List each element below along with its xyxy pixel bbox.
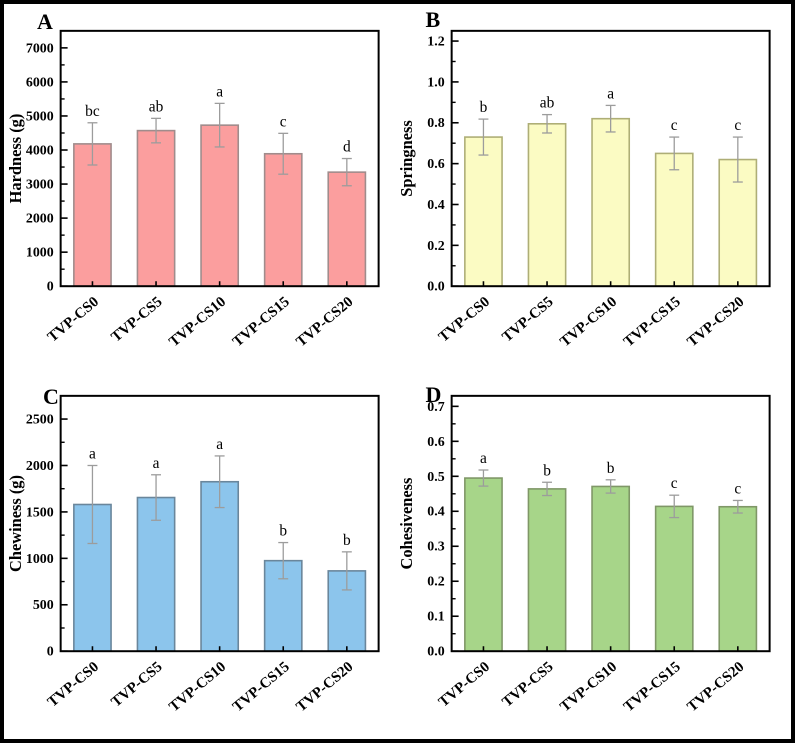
panel-b: B b TVP-CS0 ab TVP-CS5 a TVP-CS10 c TVP-CS15 c TV… [398, 7, 789, 372]
panel-d-letter: D [425, 381, 442, 407]
svg-text:TVP-CS15: TVP-CS15 [620, 659, 683, 715]
svg-text:ab: ab [539, 95, 554, 112]
svg-text:TVP-CS10: TVP-CS10 [557, 659, 620, 715]
svg-text:TVP-CS15: TVP-CS15 [230, 659, 293, 715]
svg-text:b: b [479, 99, 487, 116]
svg-text:TVP-CS20: TVP-CS20 [684, 294, 747, 350]
panel-a-chart: bc TVP-CS0 ab TVP-CS5 a TVP-CS10 c TVP-CS15 d TVP… [7, 29, 380, 350]
svg-text:b: b [343, 532, 351, 549]
svg-text:2000: 2000 [26, 459, 54, 474]
svg-text:0.4: 0.4 [427, 198, 444, 213]
svg-text:c: c [670, 117, 677, 134]
svg-text:0: 0 [47, 644, 54, 659]
svg-text:TVP-CS10: TVP-CS10 [166, 659, 229, 715]
svg-text:3000: 3000 [26, 178, 54, 193]
svg-text:a: a [216, 436, 223, 453]
svg-text:TVP-CS5: TVP-CS5 [499, 294, 556, 346]
svg-text:1000: 1000 [26, 246, 54, 261]
svg-text:TVP-CS10: TVP-CS10 [166, 294, 229, 350]
svg-text:7000: 7000 [26, 41, 54, 56]
panel-grid: A bc TVP-CS0 ab TVP-CS5 a TVP-CS10 c TVP-CS15 d T… [7, 7, 788, 736]
svg-text:Chewiness (g): Chewiness (g) [7, 475, 25, 572]
svg-text:0.6: 0.6 [427, 157, 444, 172]
svg-text:TVP-CS0: TVP-CS0 [435, 294, 492, 346]
svg-text:0.2: 0.2 [427, 239, 444, 254]
svg-text:TVP-CS20: TVP-CS20 [684, 659, 747, 715]
svg-text:d: d [343, 139, 351, 156]
panel-a: A bc TVP-CS0 ab TVP-CS5 a TVP-CS10 c TVP-CS15 d T… [7, 7, 398, 372]
svg-text:0.6: 0.6 [427, 434, 444, 449]
svg-text:0.0: 0.0 [427, 280, 444, 295]
svg-text:TVP-CS5: TVP-CS5 [108, 294, 165, 346]
svg-text:ab: ab [149, 98, 164, 115]
svg-text:c: c [280, 113, 287, 130]
svg-text:TVP-CS0: TVP-CS0 [435, 659, 492, 711]
svg-text:2500: 2500 [26, 412, 54, 427]
svg-text:a: a [89, 445, 96, 462]
svg-text:a: a [216, 83, 223, 100]
svg-text:a: a [153, 454, 160, 471]
svg-text:0.3: 0.3 [427, 539, 444, 554]
svg-text:0.0: 0.0 [427, 644, 444, 659]
svg-text:Cohesiveness: Cohesiveness [398, 477, 416, 569]
svg-text:1.2: 1.2 [427, 35, 444, 50]
svg-text:TVP-CS5: TVP-CS5 [108, 659, 165, 711]
svg-text:1000: 1000 [26, 551, 54, 566]
svg-text:TVP-CS20: TVP-CS20 [293, 659, 356, 715]
svg-text:TVP-CS15: TVP-CS15 [620, 294, 683, 350]
svg-text:b: b [543, 462, 551, 479]
svg-text:1500: 1500 [26, 505, 54, 520]
svg-text:b: b [606, 460, 614, 477]
svg-text:TVP-CS0: TVP-CS0 [45, 659, 102, 711]
svg-text:TVP-CS20: TVP-CS20 [293, 294, 356, 350]
svg-text:5000: 5000 [26, 109, 54, 124]
panel-b-chart: b TVP-CS0 ab TVP-CS5 a TVP-CS10 c TVP-CS15 c TVP-… [398, 29, 771, 350]
svg-text:2000: 2000 [26, 212, 54, 227]
svg-text:0.5: 0.5 [427, 469, 444, 484]
svg-text:bc: bc [85, 103, 100, 120]
svg-text:b: b [279, 522, 287, 539]
panel-d: D a TVP-CS0 b TVP-CS5 b TVP-CS10 c TVP-CS15 c TVP… [398, 372, 789, 737]
panel-b-letter: B [425, 7, 441, 32]
svg-text:a: a [480, 450, 487, 467]
svg-text:a: a [607, 85, 614, 102]
svg-text:0.1: 0.1 [427, 609, 444, 624]
svg-text:c: c [734, 480, 741, 497]
svg-text:Springness: Springness [398, 120, 416, 196]
svg-text:500: 500 [33, 598, 54, 613]
svg-text:TVP-CS5: TVP-CS5 [499, 659, 556, 711]
panel-c: C a TVP-CS0 a TVP-CS5 a TVP-CS10 b TVP-CS15 b TVP… [7, 372, 398, 737]
svg-text:0.4: 0.4 [427, 504, 444, 519]
svg-text:0.7: 0.7 [427, 399, 444, 414]
svg-text:TVP-CS10: TVP-CS10 [557, 294, 620, 350]
svg-text:0.8: 0.8 [427, 116, 444, 131]
panel-a-letter: A [37, 9, 53, 34]
panel-c-chart: a TVP-CS0 a TVP-CS5 a TVP-CS10 b TVP-CS15 b TVP-C… [7, 394, 380, 715]
svg-text:0: 0 [47, 280, 54, 295]
svg-text:c: c [670, 475, 677, 492]
panel-c-letter: C [43, 383, 59, 409]
svg-text:c: c [734, 117, 741, 134]
svg-text:1.0: 1.0 [427, 75, 444, 90]
svg-text:4000: 4000 [26, 143, 54, 158]
svg-text:TVP-CS0: TVP-CS0 [45, 294, 102, 346]
svg-text:TVP-CS15: TVP-CS15 [230, 294, 293, 350]
svg-text:Hardness (g): Hardness (g) [7, 114, 25, 204]
svg-text:6000: 6000 [26, 75, 54, 90]
svg-text:0.2: 0.2 [427, 574, 444, 589]
panel-d-chart: a TVP-CS0 b TVP-CS5 b TVP-CS10 c TVP-CS15 c TVP-C… [398, 394, 771, 715]
